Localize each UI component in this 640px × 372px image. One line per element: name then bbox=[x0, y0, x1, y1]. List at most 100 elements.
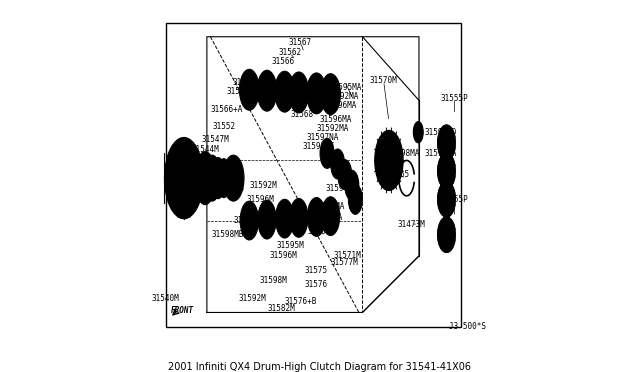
Ellipse shape bbox=[260, 77, 273, 104]
Ellipse shape bbox=[257, 70, 277, 111]
Ellipse shape bbox=[212, 164, 223, 192]
Text: 31598M: 31598M bbox=[259, 276, 287, 285]
Text: 31596MA: 31596MA bbox=[320, 115, 352, 124]
Text: 31547: 31547 bbox=[189, 156, 212, 165]
Text: 31576: 31576 bbox=[305, 280, 328, 289]
Ellipse shape bbox=[243, 76, 256, 103]
Text: 31473M: 31473M bbox=[397, 219, 425, 228]
Ellipse shape bbox=[323, 144, 332, 163]
Ellipse shape bbox=[307, 73, 326, 114]
Ellipse shape bbox=[320, 138, 334, 169]
Ellipse shape bbox=[278, 78, 291, 105]
Ellipse shape bbox=[261, 207, 273, 232]
Ellipse shape bbox=[164, 138, 204, 219]
Text: 31562: 31562 bbox=[278, 48, 301, 57]
Ellipse shape bbox=[177, 163, 191, 193]
Ellipse shape bbox=[289, 72, 308, 113]
Text: 31592M: 31592M bbox=[239, 294, 267, 303]
Text: J3 500*S: J3 500*S bbox=[449, 322, 486, 331]
Ellipse shape bbox=[198, 160, 212, 197]
Ellipse shape bbox=[438, 153, 456, 189]
Text: 31598MC: 31598MC bbox=[303, 142, 335, 151]
Ellipse shape bbox=[438, 182, 456, 217]
Ellipse shape bbox=[340, 166, 349, 184]
Ellipse shape bbox=[438, 217, 456, 252]
Text: 31540M: 31540M bbox=[151, 294, 179, 303]
Text: 31562: 31562 bbox=[232, 78, 255, 87]
Ellipse shape bbox=[348, 176, 356, 195]
Text: 31597N: 31597N bbox=[234, 216, 261, 225]
Ellipse shape bbox=[240, 201, 259, 240]
Ellipse shape bbox=[172, 152, 196, 205]
Ellipse shape bbox=[345, 170, 359, 200]
Text: 31523: 31523 bbox=[221, 184, 244, 193]
Ellipse shape bbox=[375, 131, 403, 190]
Text: 31598MA: 31598MA bbox=[388, 149, 420, 158]
Text: 31592MA: 31592MA bbox=[327, 92, 359, 101]
Text: 31567: 31567 bbox=[289, 38, 312, 46]
Text: 31566: 31566 bbox=[271, 57, 294, 66]
Text: 31576+A: 31576+A bbox=[310, 212, 342, 221]
Text: 31595MA: 31595MA bbox=[329, 83, 362, 93]
Text: 31596M: 31596M bbox=[247, 195, 275, 204]
Text: 31592MA: 31592MA bbox=[313, 202, 345, 211]
Ellipse shape bbox=[217, 159, 231, 198]
Ellipse shape bbox=[223, 155, 244, 201]
Ellipse shape bbox=[206, 162, 218, 194]
Ellipse shape bbox=[292, 79, 305, 106]
Text: 31555P: 31555P bbox=[440, 94, 468, 103]
Text: FRONT: FRONT bbox=[172, 306, 195, 315]
Ellipse shape bbox=[307, 198, 326, 236]
Text: 31576+B: 31576+B bbox=[284, 297, 317, 307]
Text: 31555P: 31555P bbox=[440, 195, 468, 204]
Text: 31542M: 31542M bbox=[182, 166, 210, 175]
Text: 31592M: 31592M bbox=[250, 181, 277, 190]
Ellipse shape bbox=[195, 152, 216, 205]
Text: 31595M: 31595M bbox=[276, 241, 304, 250]
Ellipse shape bbox=[258, 200, 276, 239]
Ellipse shape bbox=[333, 155, 342, 173]
Text: 31592MA: 31592MA bbox=[316, 124, 349, 133]
Text: 31566: 31566 bbox=[226, 87, 249, 96]
Ellipse shape bbox=[275, 71, 294, 112]
Text: 31596MA: 31596MA bbox=[324, 101, 356, 110]
Ellipse shape bbox=[338, 160, 352, 190]
Ellipse shape bbox=[219, 164, 228, 192]
Ellipse shape bbox=[278, 206, 291, 231]
Ellipse shape bbox=[321, 74, 340, 115]
Text: 31597NA: 31597NA bbox=[307, 133, 339, 142]
Ellipse shape bbox=[227, 164, 239, 192]
Ellipse shape bbox=[331, 149, 345, 179]
Ellipse shape bbox=[310, 80, 323, 107]
Text: 31575: 31575 bbox=[304, 266, 327, 275]
Ellipse shape bbox=[310, 204, 323, 230]
Text: 31598MD: 31598MD bbox=[424, 128, 456, 137]
Text: 31582M: 31582M bbox=[268, 304, 295, 314]
Text: 31584: 31584 bbox=[308, 227, 331, 235]
Ellipse shape bbox=[275, 199, 294, 238]
Text: 31598MB: 31598MB bbox=[212, 230, 244, 239]
Text: 31566+A: 31566+A bbox=[210, 105, 243, 114]
Text: 2001 Infiniti QX4 Drum-High Clutch Diagram for 31541-41X06: 2001 Infiniti QX4 Drum-High Clutch Diagr… bbox=[168, 362, 472, 372]
Ellipse shape bbox=[293, 205, 305, 231]
Ellipse shape bbox=[348, 184, 362, 214]
Text: 31596M: 31596M bbox=[269, 251, 297, 260]
Text: 31577M: 31577M bbox=[330, 259, 358, 267]
Ellipse shape bbox=[380, 139, 399, 182]
Ellipse shape bbox=[204, 155, 221, 201]
Text: 31544M: 31544M bbox=[191, 145, 219, 154]
Text: 31552: 31552 bbox=[212, 122, 236, 131]
Ellipse shape bbox=[438, 125, 456, 160]
Ellipse shape bbox=[239, 69, 259, 110]
Text: 31596MA: 31596MA bbox=[325, 184, 357, 193]
Text: 31571M: 31571M bbox=[333, 251, 362, 260]
Ellipse shape bbox=[289, 198, 308, 237]
Text: 31598MA: 31598MA bbox=[424, 149, 456, 158]
Ellipse shape bbox=[324, 81, 337, 108]
Text: 31455: 31455 bbox=[386, 170, 410, 179]
Ellipse shape bbox=[413, 122, 423, 143]
Text: 31570M: 31570M bbox=[370, 76, 397, 86]
Ellipse shape bbox=[324, 203, 337, 229]
Text: 31568: 31568 bbox=[291, 110, 314, 119]
Bar bbox=[166, 23, 461, 327]
